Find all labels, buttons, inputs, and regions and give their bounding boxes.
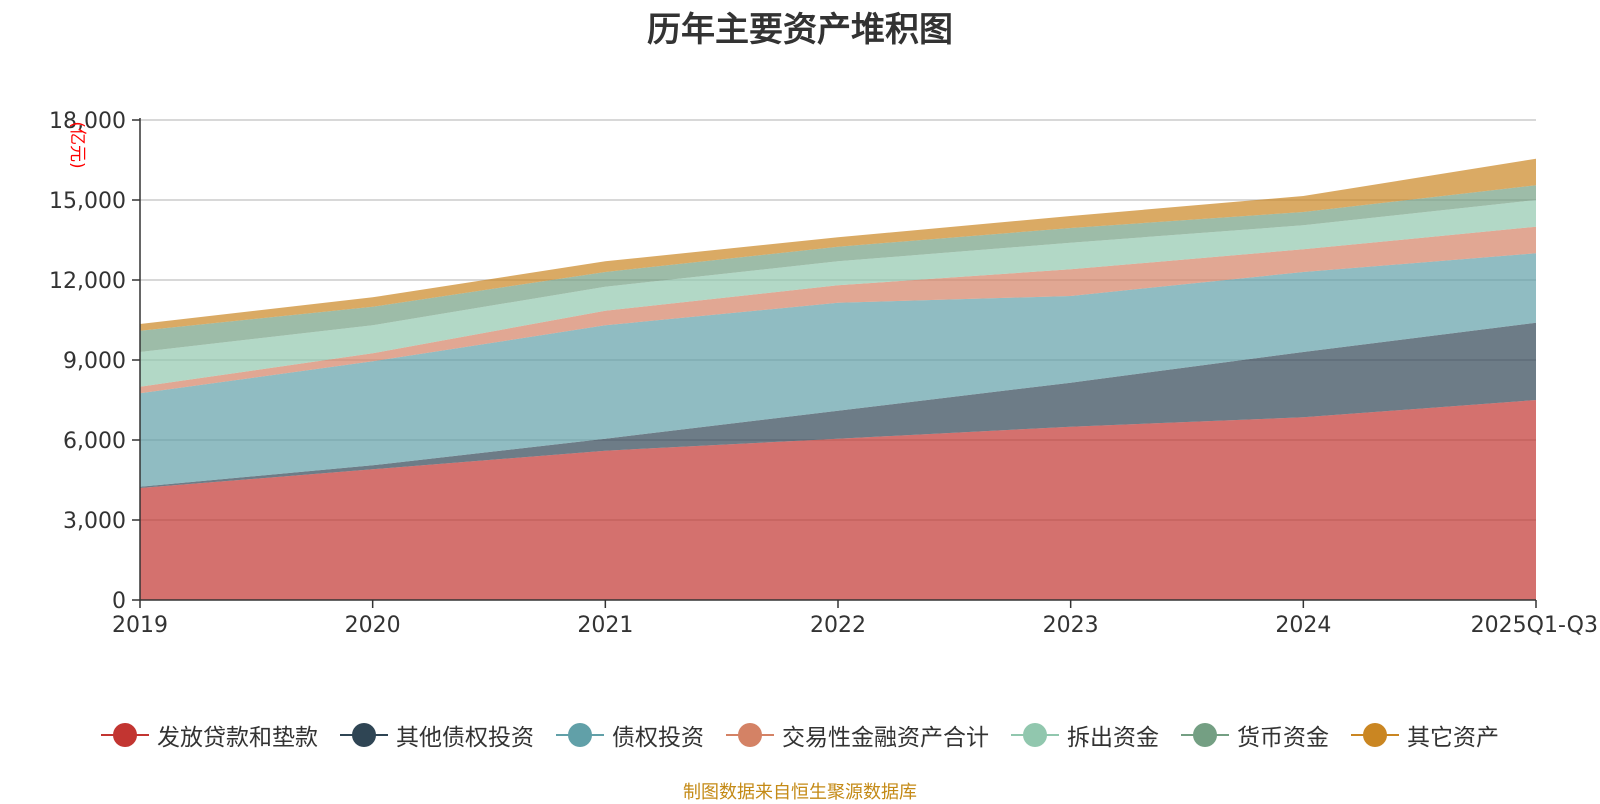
y-tick-label: 12,000 <box>49 269 126 294</box>
x-tick-label: 2020 <box>345 613 401 638</box>
x-tick-label: 2019 <box>112 613 168 638</box>
legend-label: 其他债权投资 <box>396 725 534 751</box>
y-tick-label: 6,000 <box>63 429 126 454</box>
legend-item-6[interactable]: 其它资产 <box>1351 718 1499 752</box>
legend-item-0[interactable]: 发放贷款和垫款 <box>101 718 318 752</box>
legend-label: 债权投资 <box>612 725 704 751</box>
x-tick-label: 2024 <box>1275 613 1331 638</box>
y-tick-label: 18,000 <box>49 109 126 134</box>
legend-marker-icon <box>340 723 388 747</box>
x-tick-label: 2025Q1-Q3 <box>1471 613 1598 638</box>
area-series-1[interactable] <box>140 322 1536 488</box>
chart-title: 历年主要资产堆积图 <box>647 10 953 50</box>
y-axis-unit-label: (亿元) <box>67 121 87 168</box>
legend-item-2[interactable]: 债权投资 <box>556 718 704 752</box>
area-series-0[interactable] <box>140 400 1536 600</box>
legend-marker-icon <box>1011 723 1059 747</box>
area-series-4[interactable] <box>140 200 1536 387</box>
x-tick-label: 2023 <box>1043 613 1099 638</box>
area-series-6[interactable] <box>140 158 1536 331</box>
legend-item-4[interactable]: 拆出资金 <box>1011 718 1159 752</box>
legend-item-3[interactable]: 交易性金融资产合计 <box>726 718 989 752</box>
area-series-3[interactable] <box>140 226 1536 394</box>
legend-marker-icon <box>1181 723 1229 747</box>
legend-label: 发放贷款和垫款 <box>157 725 318 751</box>
y-tick-label: 9,000 <box>63 349 126 374</box>
y-tick-label: 15,000 <box>49 189 126 214</box>
area-series-2[interactable] <box>140 253 1536 487</box>
legend-label: 交易性金融资产合计 <box>782 725 989 751</box>
legend-label: 其它资产 <box>1407 725 1499 751</box>
axis-layer: 0 3,000 6,000 9,000 12,000 15,000 18,000 2019 20… <box>49 109 1598 638</box>
area-series-5[interactable] <box>140 185 1536 352</box>
y-tick-label: 3,000 <box>63 509 126 534</box>
area-layer <box>140 158 1536 600</box>
y-tick-label: 0 <box>112 589 126 614</box>
legend-label: 拆出资金 <box>1067 725 1159 751</box>
x-tick-label: 2021 <box>577 613 633 638</box>
legend-marker-icon <box>726 723 774 747</box>
legend-item-1[interactable]: 其他债权投资 <box>340 718 534 752</box>
legend-item-5[interactable]: 货币资金 <box>1181 718 1329 752</box>
legend-label: 货币资金 <box>1237 725 1329 751</box>
source-note: 制图数据来自恒生聚源数据库 <box>683 782 917 803</box>
legend-marker-icon <box>556 723 604 747</box>
legend-marker-icon <box>101 723 149 747</box>
legend: 发放贷款和垫款 其他债权投资 债权投资 交易性金融资产合计 拆出资金 货币资金 其它资产 <box>0 718 1600 752</box>
x-tick-label: 2022 <box>810 613 866 638</box>
legend-marker-icon <box>1351 723 1399 747</box>
